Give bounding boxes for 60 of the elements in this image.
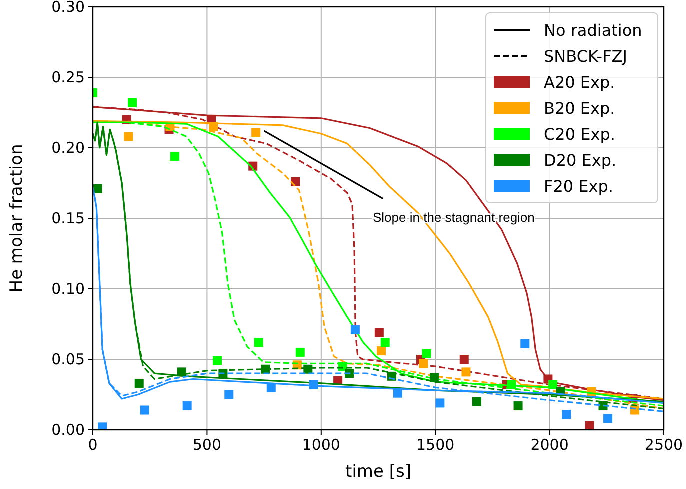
point <box>252 128 261 137</box>
y-tick-label: 0.30 <box>52 0 85 16</box>
point <box>460 355 469 364</box>
point <box>128 98 138 108</box>
point <box>393 388 402 398</box>
y-tick-label: 0.00 <box>52 421 85 439</box>
annotation: No radiation <box>544 21 642 40</box>
x-tick-label: 1000 <box>302 436 340 454</box>
x-tick-label: 2000 <box>530 436 569 454</box>
y-tick-label: 0.15 <box>52 210 85 228</box>
y-tick-label: 0.10 <box>52 280 85 298</box>
annotation: SNBCK-FZJ <box>544 47 628 66</box>
legend-label: D20 Exp. <box>544 151 617 170</box>
y-tick-label: 0.20 <box>52 139 85 157</box>
point <box>436 398 445 408</box>
point <box>224 390 234 400</box>
point <box>562 410 572 419</box>
point <box>419 359 428 368</box>
point <box>374 328 384 338</box>
point <box>124 132 134 142</box>
y-axis-title: He molar fraction <box>7 144 27 293</box>
point <box>507 380 516 390</box>
legend-label: A20 Exp. <box>544 73 616 92</box>
point <box>585 421 594 430</box>
point <box>93 184 102 194</box>
point <box>254 338 264 348</box>
point <box>170 152 180 161</box>
point <box>266 383 276 392</box>
point <box>296 348 305 357</box>
y-tick-label: 0.25 <box>52 68 85 86</box>
point <box>462 368 471 377</box>
point <box>604 414 613 424</box>
point <box>309 380 318 390</box>
y-tick-label: 0.05 <box>52 350 85 368</box>
x-tick-label: 1500 <box>416 436 455 454</box>
point <box>209 122 218 132</box>
legend-label: C20 Exp. <box>544 125 616 144</box>
point <box>380 338 390 348</box>
point <box>514 402 523 411</box>
point <box>212 356 222 366</box>
point <box>422 349 432 358</box>
point <box>350 325 360 334</box>
x-axis-title: time [s] <box>346 462 412 482</box>
point <box>548 380 558 390</box>
legend-label: B20 Exp. <box>544 99 616 118</box>
point <box>140 406 150 415</box>
legend-label: F20 Exp. <box>544 177 614 196</box>
x-tick-label: 500 <box>192 436 222 454</box>
point <box>98 422 108 430</box>
point <box>304 364 313 374</box>
point <box>430 373 439 382</box>
point <box>182 402 192 411</box>
point <box>472 397 482 406</box>
x-tick-label: 0 <box>88 436 98 454</box>
point <box>376 346 386 356</box>
point <box>177 368 186 377</box>
point <box>520 339 530 348</box>
x-tick-label: 2500 <box>644 436 684 454</box>
point <box>134 378 144 388</box>
point <box>261 364 270 374</box>
